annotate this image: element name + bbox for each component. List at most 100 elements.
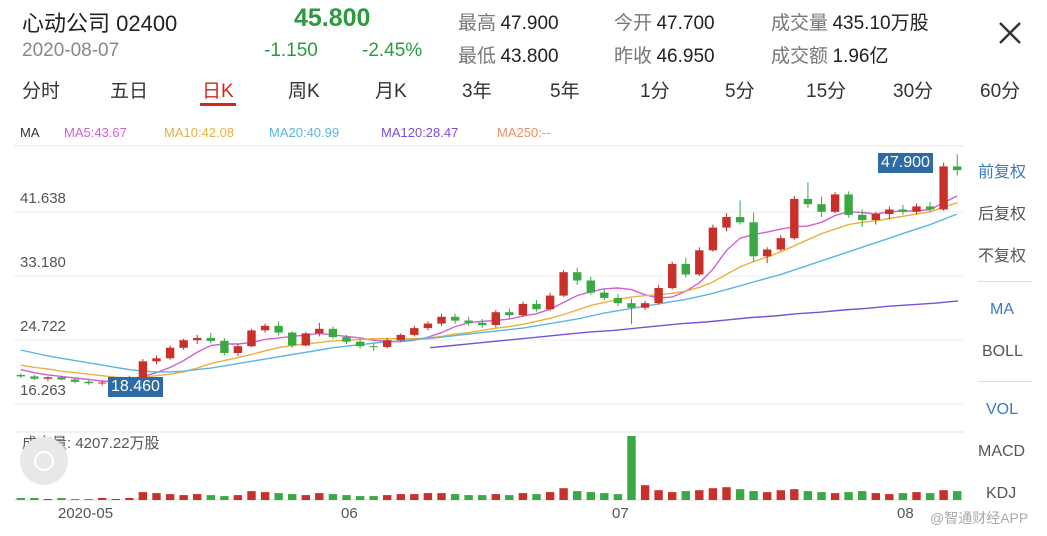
candle-body — [559, 272, 568, 296]
x-tick-label: 2020-05 — [58, 505, 114, 522]
candle-body — [735, 217, 745, 223]
moving-average-lines — [20, 195, 959, 383]
volume-bar — [885, 494, 894, 500]
tab-monthly-k[interactable]: 月K — [375, 81, 407, 102]
candle-body — [912, 206, 921, 212]
volume-bar — [111, 499, 120, 500]
volume-bar — [518, 493, 528, 500]
volume-bar — [654, 490, 663, 500]
tab-5-min[interactable]: 5分 — [725, 81, 755, 102]
price-change-percent: -2.45% — [362, 40, 423, 61]
volume-bar — [43, 499, 53, 500]
volume-bars — [16, 436, 962, 500]
volume-bar — [627, 436, 636, 500]
volume-bar — [16, 498, 25, 500]
volume-bar — [613, 494, 623, 500]
candle-body — [871, 214, 880, 220]
candle-body — [491, 312, 500, 325]
ma250-legend: MA250:-- — [497, 125, 551, 140]
trade-date: 2020-08-07 — [22, 40, 120, 61]
candle-body — [30, 376, 39, 379]
stat-low: 最低 43.800 — [458, 46, 559, 67]
ma120-line — [429, 300, 959, 349]
crosshair-toggle-icon[interactable] — [20, 437, 68, 485]
volume-bar — [179, 495, 188, 500]
candle-body — [247, 330, 256, 347]
min-price-marker: 18.460 — [108, 377, 163, 397]
volume-bar — [478, 495, 487, 500]
volume-bar — [858, 491, 867, 500]
tab-intraday[interactable]: 分时 — [22, 81, 61, 102]
volume-bar — [735, 489, 745, 500]
indicator-kdj[interactable]: KDJ — [986, 485, 1017, 502]
candle-body — [505, 312, 514, 316]
volume-bar — [328, 494, 338, 500]
volume-bar — [437, 493, 446, 500]
candle-body — [206, 337, 215, 341]
candle-body — [233, 346, 243, 353]
tab-60-min[interactable]: 60分 — [980, 81, 1021, 102]
volume-bar — [640, 485, 650, 500]
volume-bar — [776, 490, 785, 500]
tab-30-min[interactable]: 30分 — [893, 81, 934, 102]
volume-bar — [939, 490, 948, 500]
candle-body — [654, 288, 663, 304]
tab-5-year[interactable]: 5年 — [550, 81, 580, 102]
tab-weekly-k[interactable]: 周K — [288, 81, 320, 102]
volume-bar — [152, 493, 161, 500]
volume-bar — [722, 487, 731, 500]
volume-bar — [288, 494, 297, 500]
indicator-ma[interactable]: MA — [990, 301, 1014, 318]
max-price-marker: 47.900 — [878, 153, 933, 173]
close-icon[interactable] — [995, 18, 1025, 48]
volume-bar — [274, 493, 283, 500]
volume-bar — [165, 494, 175, 500]
adjust-none[interactable]: 不复权 — [978, 248, 1027, 265]
volume-bar — [30, 498, 39, 500]
watermark: @智通财经APP — [930, 510, 1029, 526]
volume-bar — [532, 494, 541, 500]
volume-bar — [708, 488, 718, 500]
volume-bar — [206, 495, 215, 500]
candle-body — [763, 249, 772, 257]
volume-bar — [749, 491, 758, 500]
current-price: 45.800 — [294, 4, 371, 32]
volume-bar — [125, 498, 134, 500]
candle-body — [600, 292, 609, 298]
candle-body — [84, 381, 93, 384]
volume-bar — [803, 491, 813, 500]
indicator-macd[interactable]: MACD — [978, 443, 1026, 460]
indicator-boll[interactable]: BOLL — [982, 343, 1023, 360]
candle-body — [898, 209, 908, 212]
volume-bar — [545, 492, 555, 500]
candle-body — [722, 217, 731, 228]
tab-daily-k[interactable]: 日K — [202, 81, 234, 102]
tab-3-year[interactable]: 3年 — [462, 81, 492, 102]
volume-bar — [898, 493, 908, 500]
tab-five-day[interactable]: 五日 — [110, 81, 149, 102]
adjust-backward[interactable]: 后复权 — [978, 206, 1027, 223]
candle-body — [423, 323, 433, 329]
volume-bar — [505, 495, 514, 500]
stat-volume: 成交量 435.10万股 — [771, 13, 929, 34]
x-tick-label: 07 — [612, 505, 629, 522]
candle-body — [627, 303, 636, 308]
candle-body — [573, 272, 582, 281]
indicator-vol[interactable]: VOL — [986, 401, 1019, 418]
candle-body — [342, 337, 351, 342]
candle-body — [858, 214, 867, 221]
volume-bar — [464, 495, 473, 500]
tab-15-min[interactable]: 15分 — [806, 81, 847, 102]
adjust-forward[interactable]: 前复权 — [978, 164, 1027, 181]
volume-bar — [695, 490, 704, 500]
candle-body — [613, 297, 623, 304]
candle-body — [328, 328, 338, 338]
candle-body — [925, 206, 935, 210]
candle-body — [16, 374, 25, 377]
volume-bar — [491, 494, 500, 500]
tab-1-min[interactable]: 1分 — [640, 81, 670, 102]
volume-bar — [70, 499, 80, 500]
candle-body — [776, 238, 785, 250]
divider — [978, 381, 1032, 382]
